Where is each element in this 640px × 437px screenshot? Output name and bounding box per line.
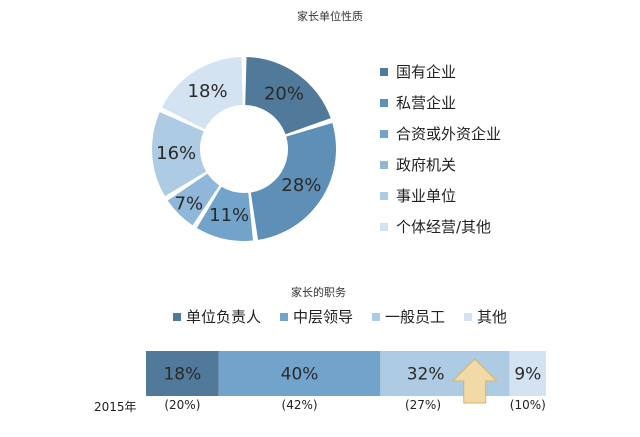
legend-label: 单位负责人 (186, 308, 262, 326)
legend-swatch (372, 312, 381, 321)
legend-label: 合资或外资企业 (396, 125, 502, 143)
legend-label: 国有企业 (396, 63, 457, 81)
bar-chart-title: 家长的职务 (291, 286, 346, 299)
legend-swatch (464, 312, 473, 321)
bar-category-label: 2015年 (94, 400, 137, 414)
legend-label: 个体经营/其他 (396, 218, 492, 236)
donut-legend: 国有企业私营企业合资或外资企业 政府机关事业单位个体经营/其他 (380, 56, 580, 242)
bar-previous-value: (10%) (509, 398, 546, 412)
bar-previous-value: (27%) (404, 398, 442, 412)
donut-slice (152, 112, 207, 197)
legend-swatch (380, 191, 388, 200)
legend-item: 中层领导 (280, 306, 353, 327)
donut-slice-label: 20% (264, 83, 304, 104)
donut-slice (161, 57, 243, 130)
legend-swatch (280, 312, 289, 321)
legend-label: 中层领导 (293, 308, 354, 326)
donut-slice (250, 123, 337, 240)
donut-slice (167, 173, 220, 226)
donut-slice-label: 18% (188, 81, 228, 102)
donut-slice-label: 11% (209, 205, 249, 226)
legend-item: 政府机关 (380, 149, 580, 180)
legend-item: 私营企业 (380, 87, 580, 118)
bar-previous-value: (20%) (164, 398, 201, 412)
legend-swatch (380, 67, 388, 76)
legend-label: 其他 (477, 308, 508, 326)
legend-item: 国有企业 (380, 56, 580, 87)
legend-swatch (380, 222, 388, 231)
legend-swatch (380, 98, 388, 107)
legend-item: 其他 (464, 306, 507, 327)
legend-label: 一般员工 (385, 308, 446, 326)
donut-slice-label: 7% (175, 194, 204, 215)
bar-previous-value: (42%) (281, 398, 318, 412)
legend-label: 事业单位 (396, 187, 457, 205)
legend-item: 个体经营/其他 (380, 211, 580, 242)
donut-slice-label: 16% (156, 143, 196, 164)
legend-item: 单位负责人 (173, 306, 261, 327)
donut-slice (196, 186, 253, 241)
legend-item: 事业单位 (380, 180, 580, 211)
donut-slice-label: 28% (281, 175, 321, 196)
legend-label: 政府机关 (396, 156, 457, 174)
legend-swatch (380, 160, 388, 169)
legend-swatch (380, 129, 388, 138)
donut-slice (245, 57, 331, 135)
legend-item: 一般员工 (372, 306, 445, 327)
legend-swatch (173, 312, 181, 321)
legend-label: 私营企业 (396, 94, 457, 112)
donut-chart-title: 家长单位性质 (297, 10, 363, 23)
legend-item: 合资或外资企业 (380, 118, 580, 149)
bar-legend: 单位负责人 中层领导 一般员工 其他 (173, 306, 507, 327)
